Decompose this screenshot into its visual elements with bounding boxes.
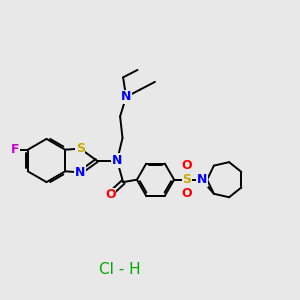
Text: N: N <box>121 90 131 104</box>
Text: N: N <box>75 166 86 179</box>
Text: S: S <box>182 173 191 186</box>
Text: Cl - H: Cl - H <box>99 262 141 278</box>
Text: O: O <box>182 187 192 200</box>
Text: O: O <box>182 159 192 172</box>
Text: O: O <box>105 188 116 201</box>
Text: N: N <box>196 173 207 186</box>
Text: S: S <box>76 142 85 155</box>
Text: N: N <box>112 154 122 167</box>
Text: F: F <box>11 143 20 156</box>
